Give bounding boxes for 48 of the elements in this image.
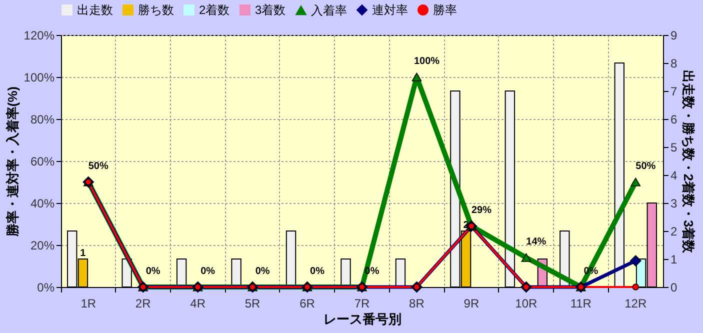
x-tick-label: 11R — [570, 296, 592, 310]
y2-tick-label: 6 — [670, 112, 678, 126]
data-label: 50% — [636, 161, 656, 172]
data-label: 50% — [88, 161, 108, 172]
data-label: 29% — [471, 205, 492, 216]
y-tick-label: 0% — [37, 280, 55, 294]
y-axis-title: 勝率・連対率・入着率(%) — [4, 86, 20, 238]
data-label: 0% — [310, 266, 325, 277]
y-tick-label: 120% — [24, 28, 55, 42]
x-tick-label: 12R — [624, 296, 647, 310]
data-label: 1 — [80, 248, 86, 259]
y2-tick-label: 1 — [670, 252, 678, 266]
x-axis-title: レース番号別 — [324, 312, 402, 326]
y2-tick-label: 3 — [670, 196, 678, 210]
data-label: 14% — [526, 236, 546, 248]
x-tick-label: 1R — [80, 296, 96, 310]
data-label: 100% — [414, 56, 440, 67]
legend-label: 3着数 — [255, 3, 286, 17]
legend-label: 入着率 — [311, 3, 347, 18]
data-label: 0% — [146, 266, 160, 277]
y-tick-label: 80% — [30, 112, 55, 126]
y-tick-label: 100% — [24, 70, 55, 84]
y2-tick-label: 9 — [670, 28, 678, 42]
data-label: 0% — [200, 266, 216, 277]
y2-tick-label: 4 — [670, 168, 678, 182]
y2-tick-label: 8 — [670, 56, 678, 70]
x-tick-label: 7R — [354, 296, 370, 310]
y2-tick-label: 0 — [670, 280, 678, 294]
legend-label: 2着数 — [199, 3, 230, 17]
y-tick-label: 60% — [30, 154, 55, 168]
x-tick-label: 5R — [244, 296, 261, 310]
x-tick-label: 9R — [464, 296, 480, 310]
y-tick-label: 40% — [30, 196, 55, 210]
x-tick-label: 8R — [409, 296, 425, 310]
y2-axis-title: 出走数・勝ち数・2着数・3着数 — [681, 70, 696, 254]
y-tick-label: 20% — [30, 238, 55, 252]
x-tick-label: 4R — [190, 296, 206, 310]
y2-tick-label: 2 — [670, 224, 678, 238]
x-tick-label: 6R — [300, 296, 316, 310]
y2-tick-label: 5 — [670, 140, 678, 154]
data-label: 0% — [255, 266, 270, 277]
y2-tick-label: 7 — [670, 84, 678, 98]
legend-label: 勝ち数 — [138, 3, 174, 17]
legend-label: 勝率 — [433, 3, 457, 17]
x-tick-label: 10R — [515, 296, 538, 310]
x-tick-label: 2R — [135, 296, 152, 310]
legend-label: 出走数 — [77, 3, 113, 17]
legend-label: 連対率 — [372, 3, 408, 17]
